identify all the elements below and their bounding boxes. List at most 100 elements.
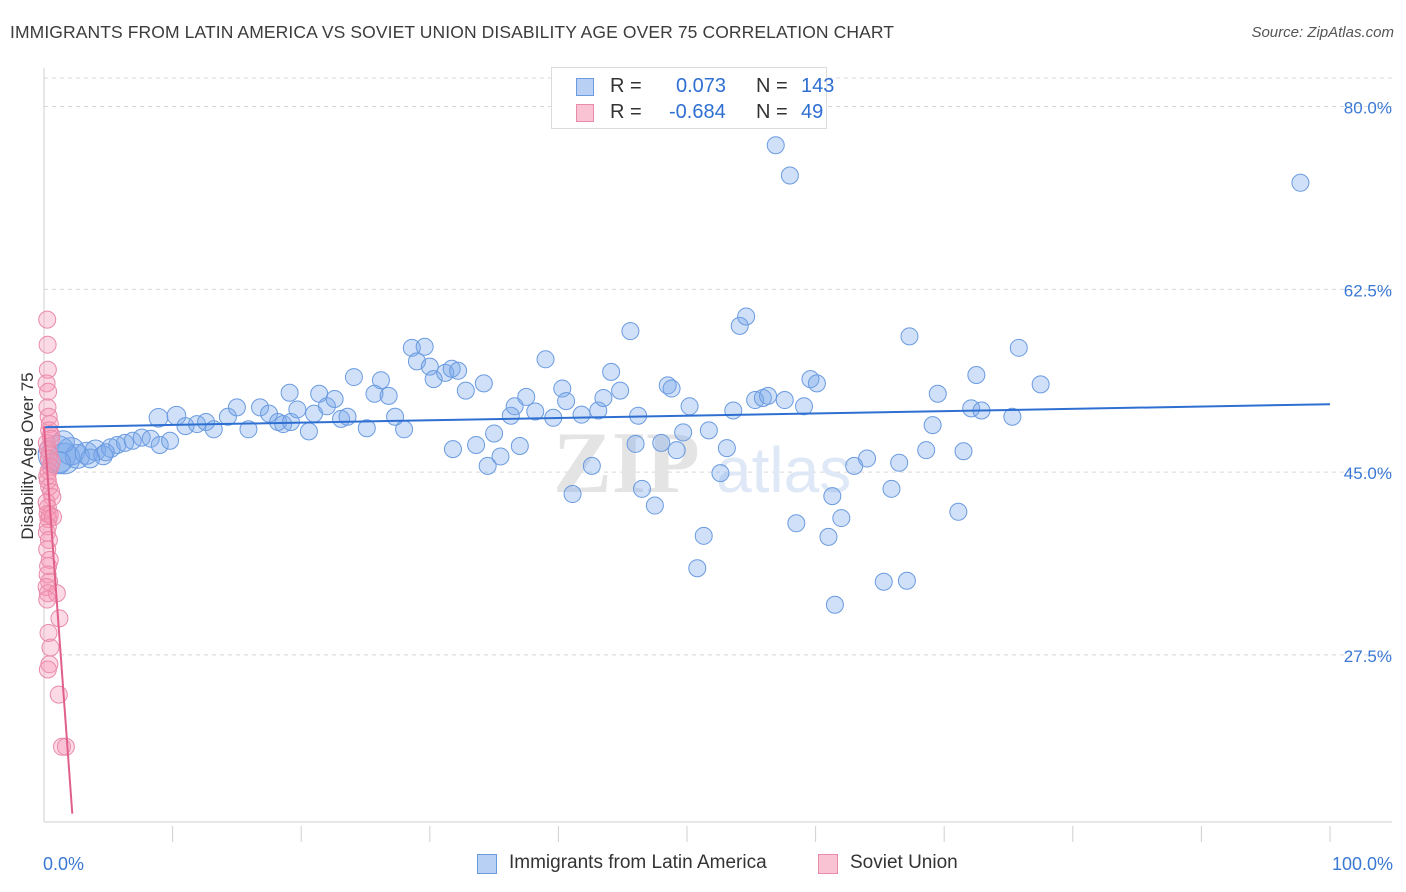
watermark-atlas: atlas <box>716 434 851 506</box>
legend-swatch-blue <box>576 78 594 96</box>
latin-america-point <box>825 595 844 614</box>
latin-america-point <box>478 456 497 475</box>
soviet-union-point <box>41 638 60 657</box>
latin-america-point <box>674 423 693 442</box>
latin-america-point <box>626 434 645 453</box>
latin-america-point <box>288 400 307 419</box>
latin-america-point <box>442 359 461 378</box>
latin-america-point <box>711 464 730 483</box>
latin-america-point <box>96 443 115 462</box>
y-tick-label: 27.5% <box>1344 647 1392 666</box>
trend-lines <box>43 403 1331 814</box>
latin-america-point <box>415 337 434 356</box>
latin-america-point <box>917 441 936 460</box>
legend-r-value: 0.073 <box>676 75 727 97</box>
chart-title: IMMIGRANTS FROM LATIN AMERICA VS SOVIET … <box>10 22 895 42</box>
latin-america-point <box>456 381 475 400</box>
latin-america-point <box>787 514 806 533</box>
latin-america-point <box>280 383 299 402</box>
latin-america-point <box>517 387 536 406</box>
latin-america-point <box>819 527 838 546</box>
soviet-union-point <box>39 407 58 426</box>
legend-n-value: 143 <box>801 75 835 97</box>
latin-america-point <box>858 449 877 468</box>
legend-r-value: -0.684 <box>669 101 726 123</box>
latin-america-point <box>449 361 468 380</box>
latin-america-point <box>443 440 462 459</box>
x-tick-label: 100.0% <box>1332 854 1393 874</box>
latin-america-point <box>563 485 582 504</box>
source-credit: Source: ZipAtlas.com <box>1251 24 1394 41</box>
latin-america-point <box>150 435 169 454</box>
gridlines <box>44 77 1392 656</box>
latin-america-point <box>467 435 486 454</box>
latin-america-point <box>379 386 398 405</box>
latin-america-point <box>557 392 576 411</box>
legend-n-label: N = <box>756 101 788 123</box>
latin-america-point <box>572 405 591 424</box>
latin-america-point <box>832 509 851 528</box>
latin-america-point <box>737 307 756 326</box>
latin-america-point <box>299 422 318 441</box>
latin-america-point <box>141 429 160 448</box>
latin-america-point <box>357 419 376 438</box>
latin-america-point <box>424 370 443 389</box>
soviet-union-point <box>39 382 58 401</box>
latin-america-point <box>501 406 520 425</box>
latin-america-point <box>161 431 180 450</box>
latin-america-point <box>775 391 794 410</box>
latin-america-point <box>344 368 363 387</box>
latin-america-point <box>594 388 613 407</box>
latin-america-point <box>882 479 901 498</box>
latin-america-point <box>954 442 973 461</box>
bottom-legend-soviet-union: Soviet Union <box>818 851 978 877</box>
latin-america-point <box>602 362 621 381</box>
latin-america-point <box>688 559 707 578</box>
tick-labels: 27.5% 45.0% 62.5% 80.0% 0.0% 100.0% <box>43 99 1393 874</box>
latin-america-point <box>526 402 545 421</box>
latin-america-point <box>823 487 842 506</box>
legend-swatch-pink <box>576 104 594 122</box>
latin-america-point <box>239 420 258 439</box>
latin-america-point <box>218 407 237 426</box>
latin-america-point <box>325 390 344 408</box>
axes <box>43 68 1392 842</box>
bottom-legend-label: Soviet Union <box>850 852 958 873</box>
latin-america-point <box>485 424 504 443</box>
latin-america-point <box>621 322 640 341</box>
latin-america-point <box>667 441 686 460</box>
legend-n-label: N = <box>756 75 788 97</box>
soviet-union-point <box>38 360 57 379</box>
y-tick-label: 80.0% <box>1344 99 1392 118</box>
latin-america-point <box>890 453 909 472</box>
soviet-union-point <box>42 425 61 444</box>
series-soviet-union-points <box>37 310 75 756</box>
latin-america-trendline <box>43 403 1331 429</box>
latin-america-point <box>807 374 826 393</box>
latin-america-point <box>197 412 216 431</box>
latin-america-point <box>176 417 195 436</box>
latin-america-point <box>967 365 986 384</box>
soviet-union-point <box>39 623 58 642</box>
latin-america-point <box>1031 375 1050 394</box>
latin-america-point <box>645 496 664 515</box>
legend-row-soviet-union: R = -0.684 N = 49 <box>576 101 826 125</box>
latin-america-point <box>227 398 246 417</box>
latin-america-point <box>474 374 493 393</box>
soviet-union-point <box>38 310 57 329</box>
latin-america-point <box>874 572 893 591</box>
latin-america-point <box>759 386 778 405</box>
latin-america-point <box>923 416 942 435</box>
latin-america-point <box>251 398 270 417</box>
soviet-union-point <box>56 737 75 756</box>
latin-america-point <box>717 439 736 458</box>
latin-america-point <box>795 397 814 416</box>
latin-america-point <box>65 444 90 469</box>
latin-america-point <box>699 421 718 440</box>
series-latin-america-points <box>37 108 1310 614</box>
legend-r-label: R = <box>610 75 642 97</box>
legend-n-value: 49 <box>801 101 824 123</box>
bottom-legend-label: Immigrants from Latin America <box>509 852 767 873</box>
latin-america-point <box>928 384 947 403</box>
latin-america-point <box>724 401 743 420</box>
